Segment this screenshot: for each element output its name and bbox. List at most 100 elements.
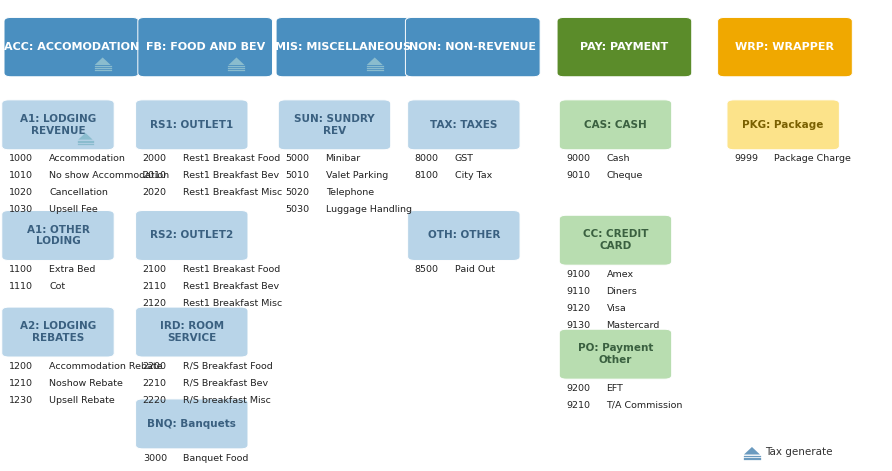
Text: WRP: WRAPPER: WRP: WRAPPER (736, 42, 834, 52)
Text: 9210: 9210 (566, 401, 591, 410)
Text: SUN: SUNDRY
REV: SUN: SUNDRY REV (294, 114, 375, 136)
FancyBboxPatch shape (4, 17, 139, 77)
Text: 9120: 9120 (566, 304, 591, 313)
Text: Accommodation: Accommodation (49, 154, 126, 163)
Text: 1030: 1030 (9, 205, 33, 214)
Text: Cheque: Cheque (607, 171, 643, 180)
Text: Rest1 Breakfast Bev: Rest1 Breakfast Bev (183, 171, 279, 180)
Text: Visa: Visa (607, 304, 626, 313)
Text: Upsell Fee: Upsell Fee (49, 205, 98, 214)
Text: 8500: 8500 (415, 265, 439, 274)
Text: 1110: 1110 (9, 282, 33, 291)
Text: BNQ: Banquets: BNQ: Banquets (147, 419, 236, 429)
Polygon shape (95, 57, 111, 65)
FancyBboxPatch shape (559, 215, 672, 265)
Text: Tax generate: Tax generate (765, 447, 833, 457)
FancyBboxPatch shape (557, 17, 692, 77)
Text: R/S breakfast Misc: R/S breakfast Misc (183, 396, 271, 405)
Text: 2220: 2220 (143, 396, 167, 405)
Text: 5020: 5020 (285, 188, 310, 197)
Text: 9130: 9130 (566, 321, 591, 330)
Text: Rest1 Breakast Food: Rest1 Breakast Food (183, 154, 280, 163)
Text: Mastercard: Mastercard (607, 321, 660, 330)
Text: Valet Parking: Valet Parking (326, 171, 388, 180)
Text: City Tax: City Tax (455, 171, 492, 180)
Text: 2020: 2020 (143, 188, 167, 197)
Text: No show Accommodation: No show Accommodation (49, 171, 169, 180)
Text: Cash: Cash (607, 154, 630, 163)
Text: 8100: 8100 (415, 171, 439, 180)
Text: 2120: 2120 (143, 299, 167, 308)
FancyBboxPatch shape (137, 17, 272, 77)
Text: Package Charge: Package Charge (774, 154, 851, 163)
Text: Upsell Rebate: Upsell Rebate (49, 396, 115, 405)
Text: ACC: ACCOMODATION: ACC: ACCOMODATION (4, 42, 139, 52)
FancyBboxPatch shape (405, 17, 541, 77)
FancyBboxPatch shape (277, 17, 410, 77)
Text: Diners: Diners (607, 287, 637, 296)
Text: 8000: 8000 (415, 154, 439, 163)
Text: Cancellation: Cancellation (49, 188, 108, 197)
Text: A2: LODGING
REBATES: A2: LODGING REBATES (20, 321, 96, 343)
Text: Noshow Rebate: Noshow Rebate (49, 379, 123, 388)
Text: Rest1 Breakfast Misc: Rest1 Breakfast Misc (183, 299, 282, 308)
Text: PKG: Package: PKG: Package (742, 120, 824, 130)
Text: RS2: OUTLET2: RS2: OUTLET2 (150, 230, 234, 241)
Polygon shape (78, 133, 93, 139)
FancyBboxPatch shape (2, 307, 114, 357)
Text: Banquet Food: Banquet Food (183, 454, 248, 463)
Text: EFT: EFT (607, 384, 624, 393)
Text: CAS: CASH: CAS: CASH (584, 120, 647, 130)
Text: Telephone: Telephone (326, 188, 374, 197)
Text: T/A Commission: T/A Commission (607, 401, 683, 410)
Text: GST: GST (455, 154, 474, 163)
FancyBboxPatch shape (2, 211, 114, 260)
Text: Amex: Amex (607, 270, 633, 279)
Text: Luggage Handling: Luggage Handling (326, 205, 411, 214)
Text: 1230: 1230 (9, 396, 33, 405)
FancyBboxPatch shape (717, 17, 853, 77)
Text: 2200: 2200 (143, 362, 167, 371)
Text: A1: OTHER
LODING: A1: OTHER LODING (27, 225, 89, 246)
Text: PAY: PAYMENT: PAY: PAYMENT (581, 42, 668, 52)
Text: 5000: 5000 (285, 154, 310, 163)
FancyBboxPatch shape (559, 100, 672, 150)
Text: Rest1 Breakfast Misc: Rest1 Breakfast Misc (183, 188, 282, 197)
Text: FB: FOOD AND BEV: FB: FOOD AND BEV (145, 42, 265, 52)
Text: IRD: ROOM
SERVICE: IRD: ROOM SERVICE (160, 321, 224, 343)
Text: Rest1 Breakfast Bev: Rest1 Breakfast Bev (183, 282, 279, 291)
Text: Minibar: Minibar (326, 154, 361, 163)
FancyBboxPatch shape (136, 399, 248, 449)
Text: 9200: 9200 (566, 384, 591, 393)
Text: 3000: 3000 (143, 454, 167, 463)
Text: CC: CREDIT
CARD: CC: CREDIT CARD (582, 229, 648, 251)
Text: 9010: 9010 (566, 171, 591, 180)
Text: Extra Bed: Extra Bed (49, 265, 95, 274)
FancyBboxPatch shape (408, 211, 520, 260)
Text: 9000: 9000 (566, 154, 591, 163)
Text: 2110: 2110 (143, 282, 167, 291)
Text: 9999: 9999 (734, 154, 758, 163)
Text: 1010: 1010 (9, 171, 33, 180)
Text: A1: LODGING
REVENUE: A1: LODGING REVENUE (20, 114, 96, 136)
Text: NON: NON-REVENUE: NON: NON-REVENUE (409, 42, 536, 52)
FancyBboxPatch shape (559, 329, 672, 379)
Text: Accommodation Rebate: Accommodation Rebate (49, 362, 162, 371)
Text: Cot: Cot (49, 282, 65, 291)
Polygon shape (744, 447, 760, 455)
Text: 2210: 2210 (143, 379, 167, 388)
FancyBboxPatch shape (136, 307, 248, 357)
Text: 2000: 2000 (143, 154, 167, 163)
FancyBboxPatch shape (136, 100, 248, 150)
Text: 1200: 1200 (9, 362, 33, 371)
Text: 1000: 1000 (9, 154, 33, 163)
Text: TAX: TAXES: TAX: TAXES (430, 120, 498, 130)
Text: R/S Breakfast Food: R/S Breakfast Food (183, 362, 273, 371)
Text: 1100: 1100 (9, 265, 33, 274)
Text: Rest1 Breakast Food: Rest1 Breakast Food (183, 265, 280, 274)
FancyBboxPatch shape (727, 100, 839, 150)
FancyBboxPatch shape (408, 100, 520, 150)
Text: R/S Breakfast Bev: R/S Breakfast Bev (183, 379, 268, 388)
FancyBboxPatch shape (2, 100, 114, 150)
Text: 5030: 5030 (285, 205, 310, 214)
